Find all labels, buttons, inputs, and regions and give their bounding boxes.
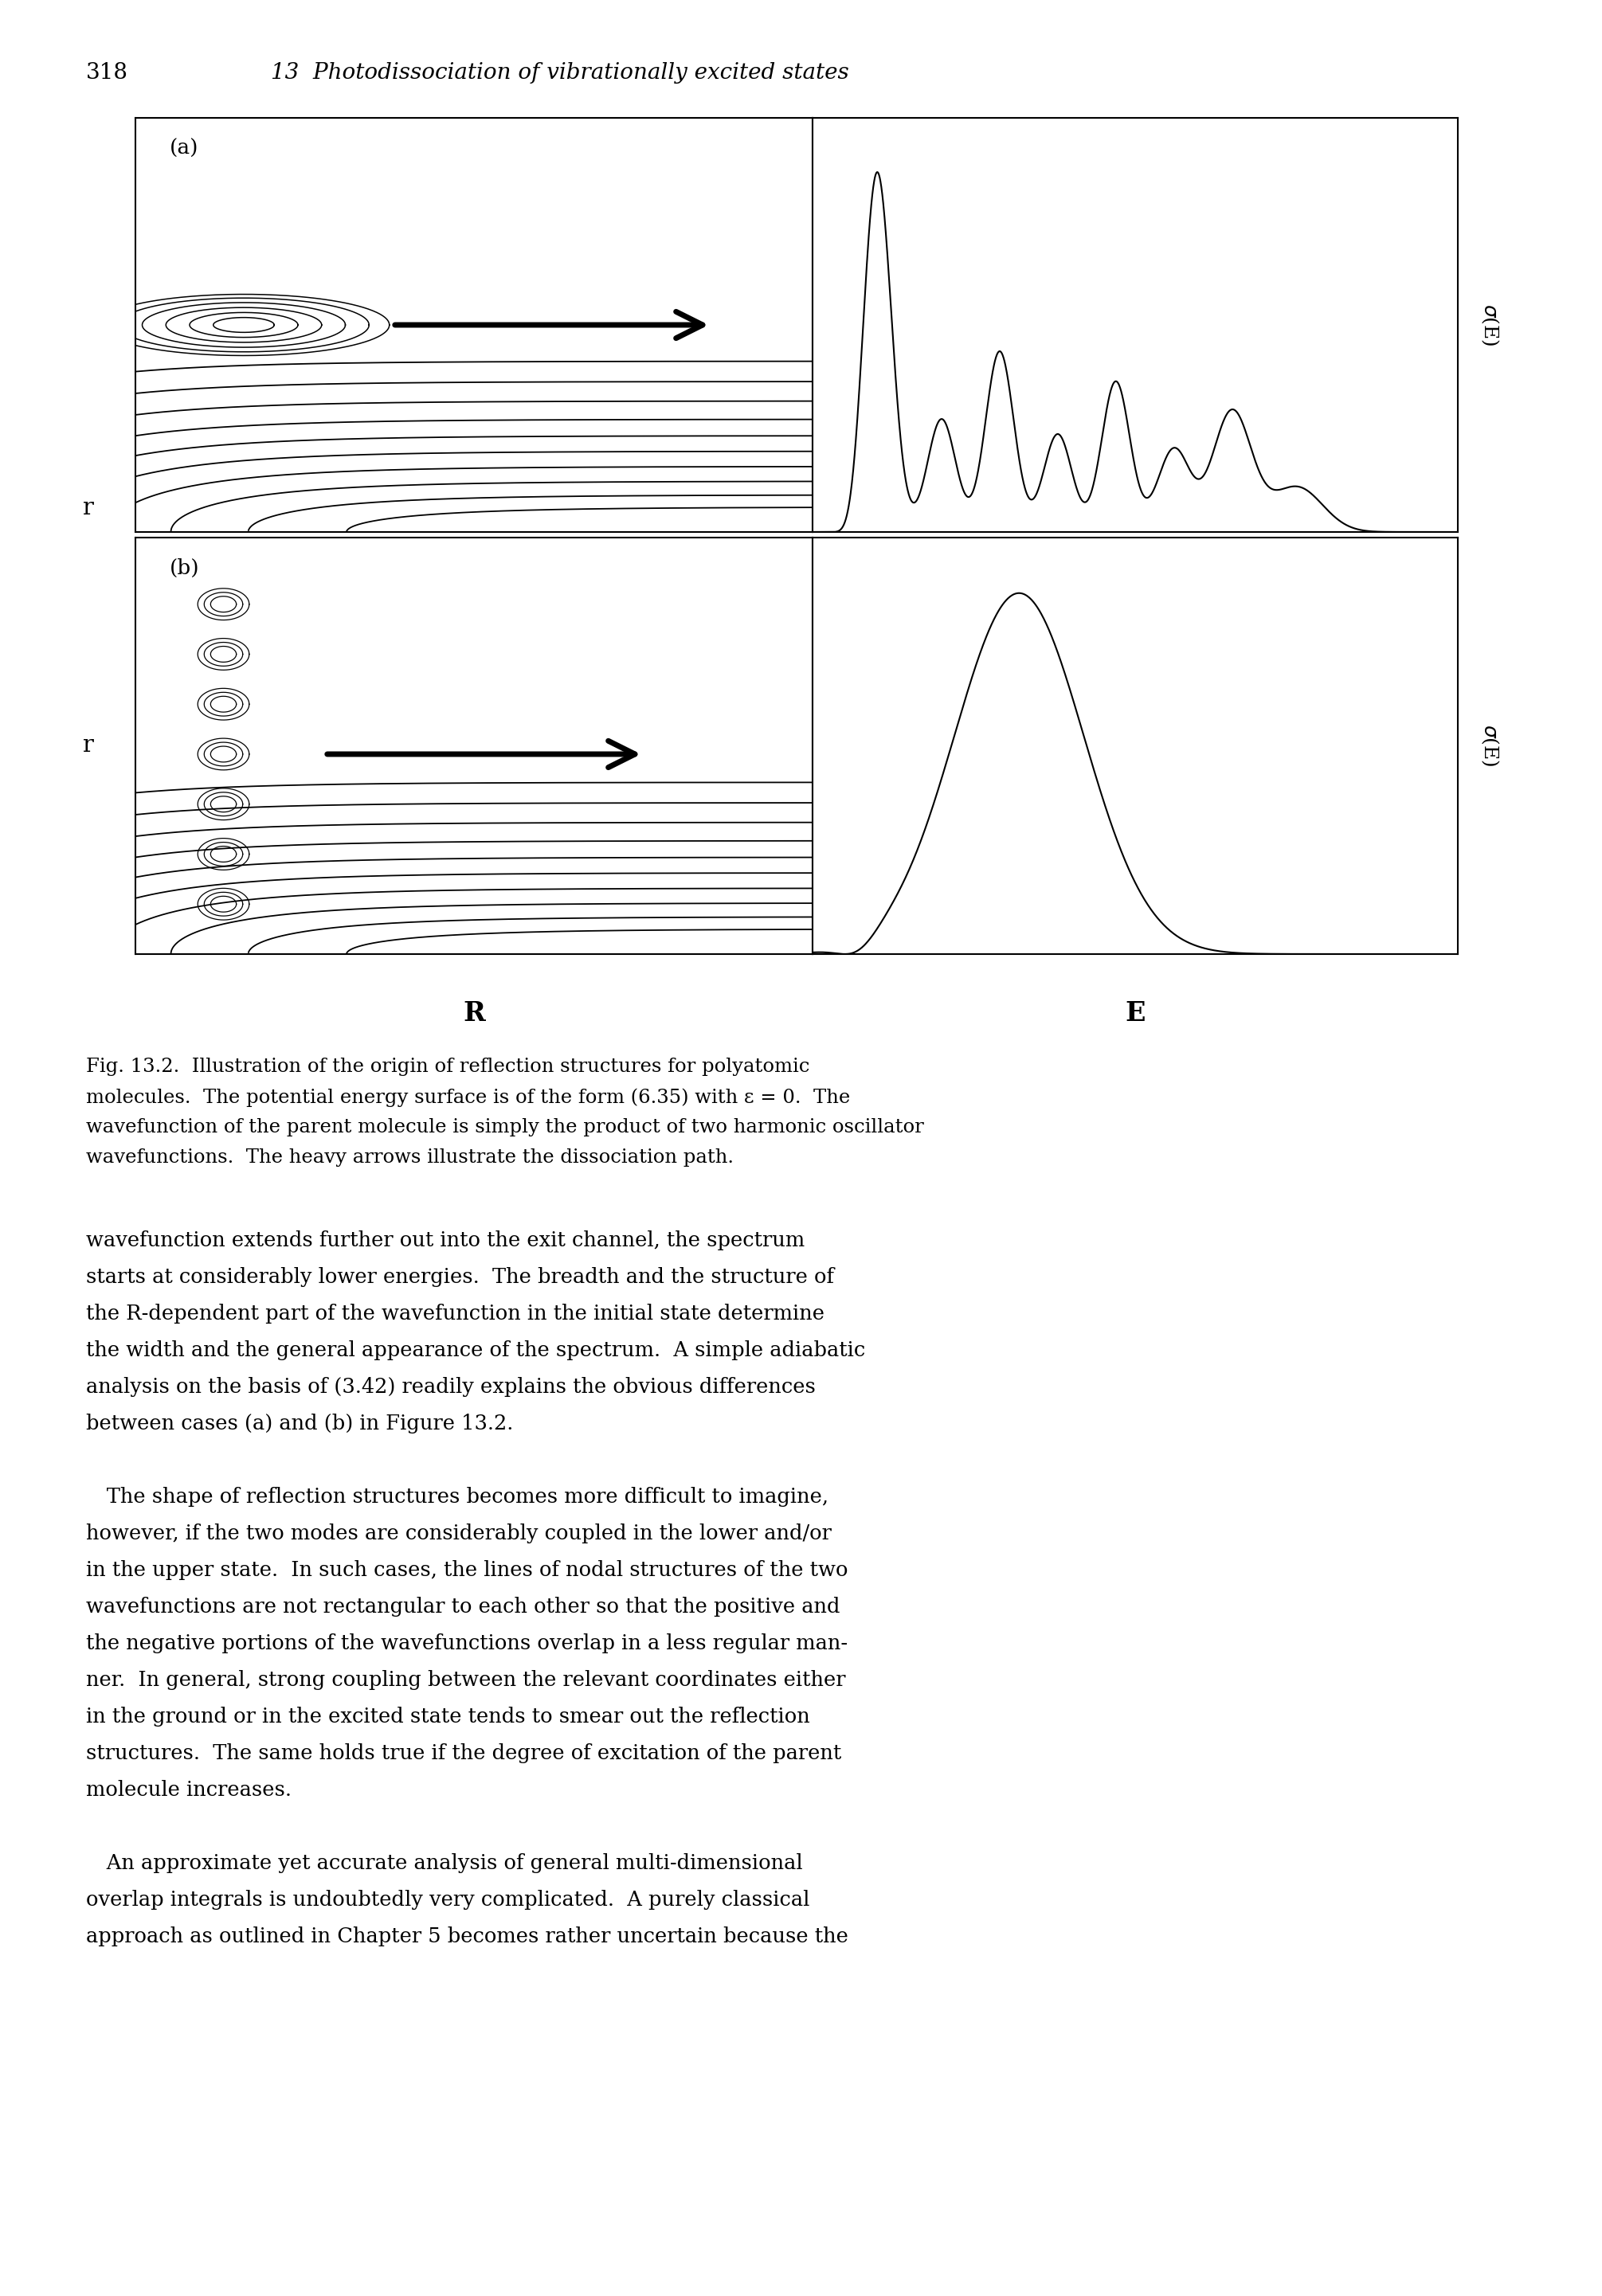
Text: R: R [463, 1001, 485, 1026]
Text: between cases (a) and (b) in Figure 13.2.: between cases (a) and (b) in Figure 13.2… [87, 1414, 513, 1433]
Text: analysis on the basis of (3.42) readily explains the obvious differences: analysis on the basis of (3.42) readily … [87, 1378, 815, 1396]
Text: in the ground or in the excited state tends to smear out the reflection: in the ground or in the excited state te… [87, 1706, 811, 1727]
Text: (b): (b) [170, 558, 199, 579]
Text: wavefunction of the parent molecule is simply the product of two harmonic oscill: wavefunction of the parent molecule is s… [87, 1118, 924, 1137]
Text: $\sigma$(E): $\sigma$(E) [1479, 723, 1499, 767]
Text: starts at considerably lower energies.  The breadth and the structure of: starts at considerably lower energies. T… [87, 1267, 835, 1288]
Text: Fig. 13.2.  Illustration of the origin of reflection structures for polyatomic: Fig. 13.2. Illustration of the origin of… [87, 1058, 809, 1077]
Text: An approximate yet accurate analysis of general multi-dimensional: An approximate yet accurate analysis of … [87, 1853, 803, 1874]
Text: approach as outlined in Chapter 5 becomes rather uncertain because the: approach as outlined in Chapter 5 become… [87, 1926, 849, 1947]
Text: wavefunction extends further out into the exit channel, the spectrum: wavefunction extends further out into th… [87, 1231, 804, 1251]
Text: wavefunctions.  The heavy arrows illustrate the dissociation path.: wavefunctions. The heavy arrows illustra… [87, 1148, 734, 1166]
Text: (a): (a) [170, 138, 199, 158]
Text: however, if the two modes are considerably coupled in the lower and/or: however, if the two modes are considerab… [87, 1525, 831, 1543]
Text: 318: 318 [87, 62, 128, 83]
Text: the negative portions of the wavefunctions overlap in a less regular man-: the negative portions of the wavefunctio… [87, 1632, 847, 1653]
Text: r: r [82, 735, 93, 758]
Text: in the upper state.  In such cases, the lines of nodal structures of the two: in the upper state. In such cases, the l… [87, 1561, 847, 1580]
Text: E: E [1125, 1001, 1145, 1026]
Text: ner.  In general, strong coupling between the relevant coordinates either: ner. In general, strong coupling between… [87, 1669, 846, 1690]
Text: wavefunctions are not rectangular to each other so that the positive and: wavefunctions are not rectangular to eac… [87, 1596, 839, 1616]
Text: the width and the general appearance of the spectrum.  A simple adiabatic: the width and the general appearance of … [87, 1341, 865, 1359]
Text: the R-dependent part of the wavefunction in the initial state determine: the R-dependent part of the wavefunction… [87, 1304, 825, 1322]
Text: molecules.  The potential energy surface is of the form (6.35) with ε = 0.  The: molecules. The potential energy surface … [87, 1088, 851, 1107]
Text: molecule increases.: molecule increases. [87, 1779, 292, 1800]
Text: The shape of reflection structures becomes more difficult to imagine,: The shape of reflection structures becom… [87, 1488, 828, 1506]
Text: overlap integrals is undoubtedly very complicated.  A purely classical: overlap integrals is undoubtedly very co… [87, 1890, 809, 1910]
Text: 13  Photodissociation of vibrationally excited states: 13 Photodissociation of vibrationally ex… [271, 62, 849, 83]
Text: $\sigma$(E): $\sigma$(E) [1479, 303, 1499, 347]
Text: structures.  The same holds true if the degree of excitation of the parent: structures. The same holds true if the d… [87, 1743, 841, 1763]
Text: r: r [82, 498, 93, 519]
